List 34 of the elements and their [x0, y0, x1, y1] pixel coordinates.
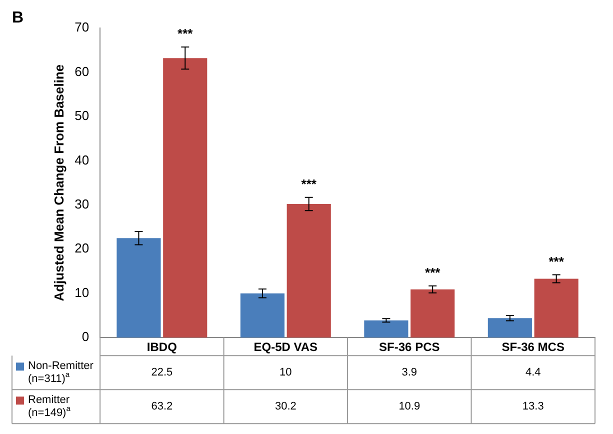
y-tick-label: 40: [74, 152, 90, 168]
y-tick-label: 10: [74, 284, 90, 300]
y-tick-label: 0: [82, 329, 90, 344]
bar: [534, 278, 578, 338]
x-tick-label: SF-36 MCS: [502, 340, 564, 354]
x-tick-label: IBDQ: [146, 340, 177, 354]
annotation: ***: [178, 26, 194, 42]
data-label: 22.5: [151, 366, 173, 379]
y-tick-label: 30: [74, 196, 90, 212]
data-label: 63.2: [151, 400, 173, 413]
bar: [116, 238, 161, 338]
x-tick-label: EQ-5D VAS: [254, 340, 318, 354]
text: B: [12, 9, 24, 26]
data-label: 13.3: [522, 400, 544, 413]
data-label: 3.9: [402, 366, 418, 379]
y-axis-title: Adjusted Mean Change From Baseline: [51, 64, 66, 302]
data-label: 4.4: [525, 366, 541, 379]
y-tick-label: 50: [74, 108, 90, 124]
data-label: 10.9: [398, 400, 420, 413]
bar: [364, 320, 408, 338]
annotation: ***: [548, 254, 565, 269]
bar: [240, 293, 285, 338]
y-tick-label: 60: [74, 64, 90, 79]
bar: [286, 204, 331, 338]
bar: [410, 289, 455, 338]
annotation: ***: [301, 176, 318, 192]
x-tick-label: SF-36 PCS: [379, 340, 440, 354]
y-tick-label: 20: [74, 240, 90, 256]
data-label: 10: [280, 366, 292, 379]
bar: [163, 58, 208, 338]
y-tick-label: 70: [74, 20, 90, 35]
data-label: 30.2: [274, 400, 296, 413]
annotation: ***: [425, 264, 442, 280]
bar: [488, 318, 532, 338]
